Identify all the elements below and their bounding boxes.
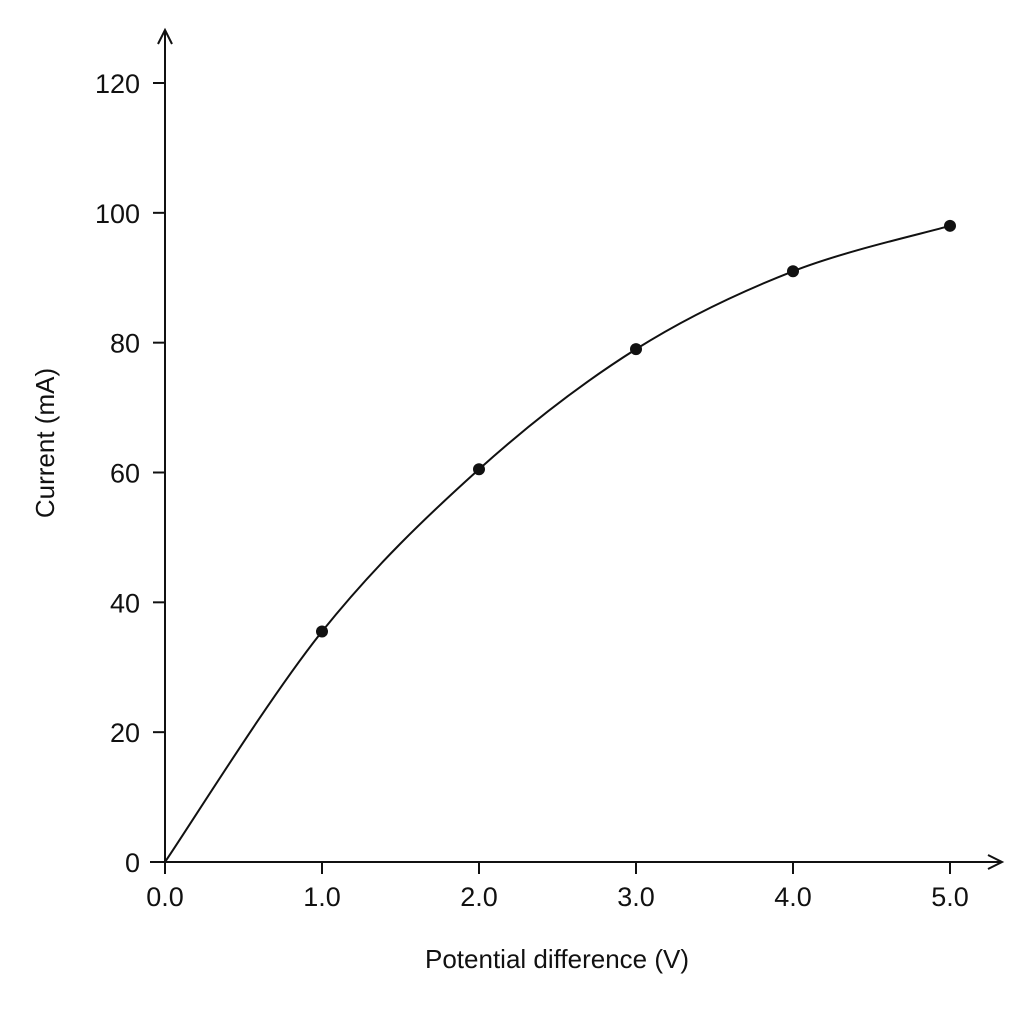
data-point	[787, 265, 799, 278]
data-points	[316, 219, 956, 638]
x-tick-label: 2.0	[460, 882, 498, 912]
data-point	[316, 625, 328, 638]
x-axis-arrow	[987, 854, 1005, 870]
y-tick-label: 60	[110, 459, 140, 489]
x-axis-ticks: 0.0 1.0 2.0 3.0 4.0 5.0	[146, 862, 969, 912]
y-tick-label: 0	[125, 848, 140, 878]
x-tick-label: 0.0	[146, 882, 184, 912]
fit-curve	[164, 224, 951, 863]
y-tick-label: 80	[110, 329, 140, 359]
data-point	[630, 343, 642, 356]
y-tick-label: 40	[110, 588, 140, 618]
data-point	[944, 219, 956, 232]
y-axis-arrow	[157, 27, 173, 45]
data-point	[473, 463, 485, 476]
y-axis-ticks: 0 20 40 60 80 100 120	[95, 69, 165, 878]
fit-curve-layer	[164, 224, 951, 863]
y-tick-label: 20	[110, 718, 140, 748]
x-tick-label: 3.0	[617, 882, 655, 912]
y-axis-label: Current (mA)	[30, 368, 60, 518]
x-tick-label: 4.0	[774, 882, 812, 912]
y-tick-label: 100	[95, 199, 140, 229]
x-tick-label: 1.0	[303, 882, 341, 912]
axes	[150, 27, 1005, 870]
y-tick-label: 120	[95, 69, 140, 99]
x-tick-label: 5.0	[931, 882, 969, 912]
x-axis-label: Potential difference (V)	[425, 944, 689, 974]
